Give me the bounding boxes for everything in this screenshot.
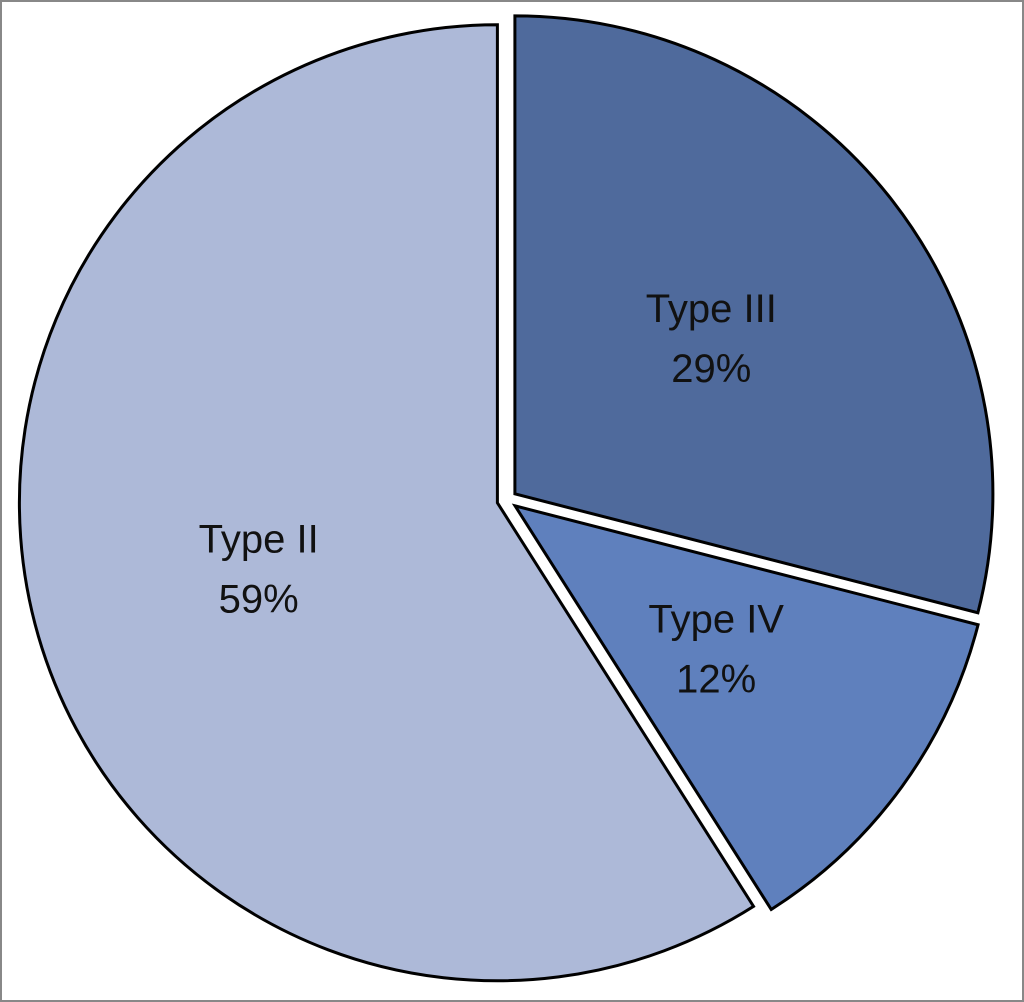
slice-label: Type II: [199, 518, 319, 562]
pie-slice: [17, 23, 756, 983]
slice-label: Type IV: [648, 598, 784, 642]
pie-slice: [513, 14, 995, 615]
slice-value-label: 29%: [671, 347, 751, 391]
slice-value-label: 12%: [676, 658, 756, 702]
pie-slice: [511, 503, 980, 912]
slice-label: Type III: [646, 287, 777, 331]
slice-value-label: 59%: [219, 578, 299, 622]
